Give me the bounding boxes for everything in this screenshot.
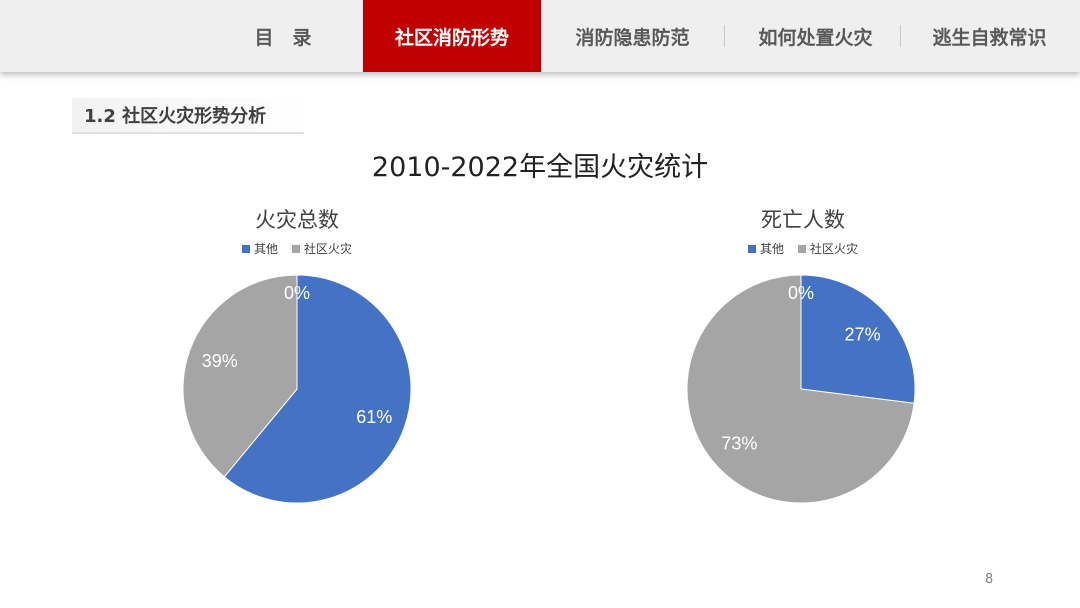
pie-slice-0	[800, 274, 916, 404]
pie-data-label: 39%	[202, 351, 238, 371]
chart-2-pie: 27% 73% 0%	[686, 274, 916, 504]
legend-item: 其他	[747, 240, 784, 257]
top-navigation-bar: 目 录 社区消防形势 消防隐患防范 如何处置火灾 逃生自救常识	[0, 0, 1080, 72]
nav-separator	[724, 25, 725, 47]
nav-item-fire-hazard-prevention[interactable]: 消防隐患防范	[575, 26, 690, 49]
pie-slice-0	[223, 274, 412, 504]
pie-data-label: 61%	[356, 407, 392, 427]
chart-2-title: 死亡人数	[761, 208, 845, 232]
nav-item-escape-knowledge[interactable]: 逃生自救常识	[932, 26, 1047, 49]
legend-label: 其他	[759, 242, 784, 256]
pie-slice-1	[686, 274, 915, 504]
page-number: 8	[985, 572, 994, 587]
pie-data-label: 27%	[845, 325, 881, 345]
pie-data-label: 73%	[721, 433, 757, 453]
pie-data-label: 0%	[788, 283, 814, 303]
chart-1-legend: 其他 社区火灾	[147, 240, 447, 257]
chart-2-legend: 其他 社区火灾	[653, 240, 953, 257]
main-title: 2010-2022年全国火灾统计	[371, 152, 709, 183]
section-title: 1.2 社区火灾形势分析	[72, 98, 304, 134]
legend-swatch-community	[798, 244, 806, 253]
nav-item-contents[interactable]: 目 录	[254, 26, 312, 49]
pie-data-label: 0%	[284, 283, 310, 303]
nav-item-fire-handling[interactable]: 如何处置火灾	[758, 26, 873, 49]
nav-item-community-fire-situation[interactable]: 社区消防形势	[363, 0, 541, 72]
legend-item: 其他	[241, 240, 278, 257]
legend-label: 其他	[253, 242, 278, 256]
nav-separator	[900, 25, 901, 47]
legend-swatch-other	[747, 244, 756, 253]
legend-swatch-other	[241, 244, 250, 253]
legend-item: 社区火灾	[798, 240, 858, 257]
chart-1-title: 火灾总数	[255, 208, 339, 232]
legend-item: 社区火灾	[292, 240, 352, 257]
chart-1-pie: 61% 39% 0%	[182, 274, 412, 504]
legend-label: 社区火灾	[304, 242, 353, 256]
pie-slice-1	[182, 274, 298, 478]
legend-label: 社区火灾	[810, 242, 859, 256]
legend-swatch-community	[292, 244, 300, 253]
